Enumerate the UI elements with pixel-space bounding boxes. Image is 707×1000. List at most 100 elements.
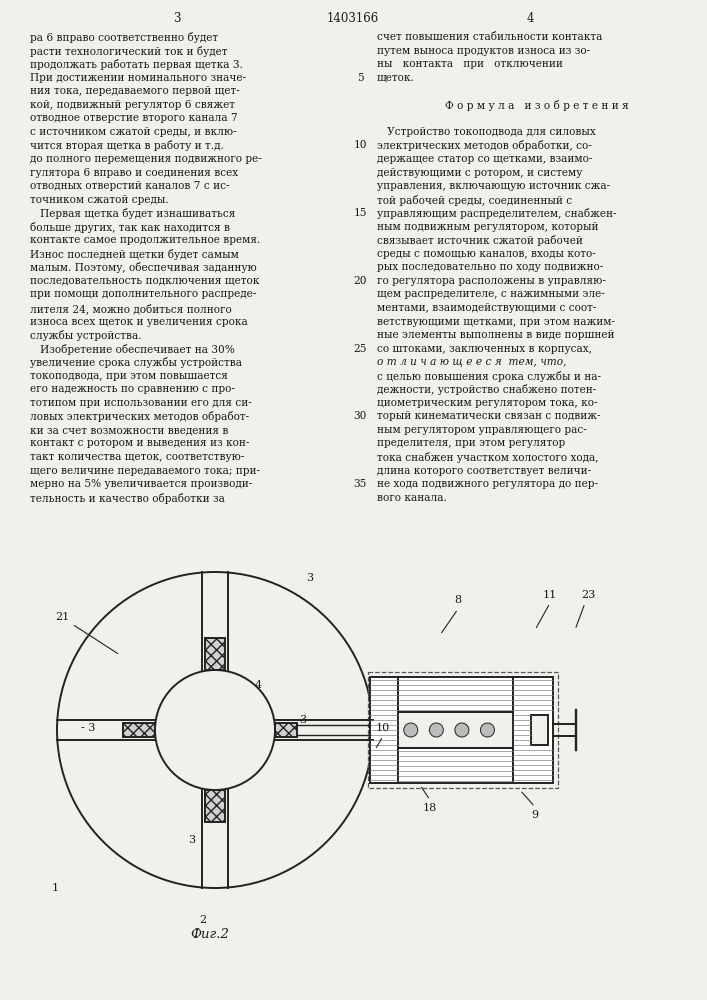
Text: 10: 10	[354, 140, 367, 150]
Text: Износ последней щетки будет самым: Износ последней щетки будет самым	[30, 249, 239, 260]
Bar	[513, 677, 553, 783]
Text: 11: 11	[543, 590, 557, 600]
Text: 35: 35	[354, 479, 367, 489]
Bar	[205, 790, 225, 822]
Text: его надежность по сравнению с про-: его надежность по сравнению с про-	[30, 384, 235, 394]
Text: го регулятора расположены в управляю-: го регулятора расположены в управляю-	[377, 276, 606, 286]
Text: 23: 23	[581, 590, 595, 600]
Text: среды с помощью каналов, входы кото-: среды с помощью каналов, входы кото-	[377, 249, 596, 259]
Text: щего величине передаваемого тока; при-: щего величине передаваемого тока; при-	[30, 466, 260, 476]
Text: контакт с ротором и выведения из кон-: контакт с ротором и выведения из кон-	[30, 438, 250, 448]
Text: контакте самое продолжительное время.: контакте самое продолжительное время.	[30, 235, 260, 245]
Text: расти технологический ток и будет: расти технологический ток и будет	[30, 46, 228, 57]
Text: службы устройства.: службы устройства.	[30, 330, 141, 341]
Text: длина которого соответствует величи-: длина которого соответствует величи-	[377, 466, 591, 476]
Text: ментами, взаимодействующими с соот-: ментами, взаимодействующими с соот-	[377, 303, 597, 313]
Text: 1403166: 1403166	[327, 12, 379, 25]
Text: с источником сжатой среды, и вклю-: с источником сжатой среды, и вклю-	[30, 127, 237, 137]
Text: мерно на 5% увеличивается производи-: мерно на 5% увеличивается производи-	[30, 479, 252, 489]
Text: тока снабжен участком холостого хода,: тока снабжен участком холостого хода,	[377, 452, 599, 463]
Text: циометрическим регулятором тока, ко-: циометрическим регулятором тока, ко-	[377, 398, 597, 408]
Text: больше других, так как находится в: больше других, так как находится в	[30, 222, 230, 233]
Text: Ф о р м у л а   и з о б р е т е н и я: Ф о р м у л а и з о б р е т е н и я	[445, 100, 629, 111]
Text: износа всех щеток и увеличения срока: износа всех щеток и увеличения срока	[30, 317, 247, 327]
Text: Устройство токоподвода для силовых: Устройство токоподвода для силовых	[377, 127, 596, 137]
Text: с целью повышения срока службы и на-: с целью повышения срока службы и на-	[377, 371, 601, 382]
Circle shape	[455, 723, 469, 737]
Text: той рабочей среды, соединенный с: той рабочей среды, соединенный с	[377, 195, 572, 206]
Text: рых последовательно по ходу подвижно-: рых последовательно по ходу подвижно-	[377, 262, 603, 272]
Text: 1: 1	[52, 883, 59, 893]
Text: 2: 2	[199, 915, 206, 925]
Text: торый кинематически связан с подвиж-: торый кинематически связан с подвиж-	[377, 411, 600, 421]
Bar	[205, 638, 225, 670]
Text: 30: 30	[354, 411, 367, 421]
Bar	[123, 723, 155, 737]
Text: ным подвижным регулятором, который: ным подвижным регулятором, который	[377, 222, 599, 232]
Text: ные элементы выполнены в виде поршней: ные элементы выполнены в виде поршней	[377, 330, 614, 340]
Text: 4: 4	[255, 680, 262, 690]
Text: последовательность подключения щеток: последовательность подключения щеток	[30, 276, 259, 286]
Text: 21: 21	[55, 612, 69, 622]
Circle shape	[429, 723, 443, 737]
Text: щем распределителе, с нажимными эле-: щем распределителе, с нажимными эле-	[377, 289, 604, 299]
Bar	[368, 672, 558, 788]
Text: При достижении номинального значе-: При достижении номинального значе-	[30, 73, 246, 83]
Text: токоподвода, при этом повышается: токоподвода, при этом повышается	[30, 371, 228, 381]
Text: лителя 24, можно добиться полного: лителя 24, можно добиться полного	[30, 303, 232, 314]
Text: при помощи дополнительного распреде-: при помощи дополнительного распреде-	[30, 289, 256, 299]
Text: счет повышения стабильности контакта: счет повышения стабильности контакта	[377, 32, 602, 42]
Text: не хода подвижного регулятора до пер-: не хода подвижного регулятора до пер-	[377, 479, 598, 489]
Text: чится вторая щетка в работу и т.д.: чится вторая щетка в работу и т.д.	[30, 140, 224, 151]
Text: тотипом при использовании его для си-: тотипом при использовании его для си-	[30, 398, 252, 408]
Text: о т л и ч а ю щ е е с я  тем, что,: о т л и ч а ю щ е е с я тем, что,	[377, 357, 566, 367]
Text: 8: 8	[455, 595, 462, 605]
Text: продолжать работать первая щетка 3.: продолжать работать первая щетка 3.	[30, 59, 243, 70]
Text: держащее статор со щетками, взаимо-: держащее статор со щетками, взаимо-	[377, 154, 592, 164]
Text: 3: 3	[189, 835, 196, 845]
Text: вого канала.: вого канала.	[377, 493, 447, 503]
Text: 3: 3	[173, 12, 181, 25]
Bar	[398, 677, 513, 712]
Text: пределителя, при этом регулятор: пределителя, при этом регулятор	[377, 438, 566, 448]
Text: Изобретение обеспечивает на 30%: Изобретение обеспечивает на 30%	[30, 344, 235, 355]
Text: ния тока, передаваемого первой щет-: ния тока, передаваемого первой щет-	[30, 86, 240, 96]
Text: ловых электрических методов обработ-: ловых электрических методов обработ-	[30, 411, 249, 422]
Text: до полного перемещения подвижного ре-: до полного перемещения подвижного ре-	[30, 154, 262, 164]
Text: Фиг.2: Фиг.2	[191, 928, 230, 941]
Text: действующими с ротором, и систему: действующими с ротором, и систему	[377, 167, 583, 178]
Text: электрических методов обработки, со-: электрических методов обработки, со-	[377, 140, 592, 151]
Text: отводное отверстие второго канала 7: отводное отверстие второго канала 7	[30, 113, 238, 123]
Text: 5: 5	[357, 73, 363, 83]
Circle shape	[481, 723, 494, 737]
Text: ным регулятором управляющего рас-: ным регулятором управляющего рас-	[377, 425, 587, 435]
Bar	[531, 715, 548, 745]
Text: дежности, устройство снабжено потен-: дежности, устройство снабжено потен-	[377, 384, 596, 395]
Text: ветствующими щетками, при этом нажим-: ветствующими щетками, при этом нажим-	[377, 317, 615, 327]
Text: управления, включающую источник сжа-: управления, включающую источник сжа-	[377, 181, 610, 191]
Text: 25: 25	[354, 344, 367, 354]
Text: связывает источник сжатой рабочей: связывает источник сжатой рабочей	[377, 235, 583, 246]
Circle shape	[404, 723, 418, 737]
Text: 4: 4	[526, 12, 534, 25]
Text: малым. Поэтому, обеспечивая заданную: малым. Поэтому, обеспечивая заданную	[30, 262, 257, 273]
Text: 10: 10	[376, 723, 390, 733]
Bar	[275, 723, 297, 737]
Text: отводных отверстий каналов 7 с ис-: отводных отверстий каналов 7 с ис-	[30, 181, 230, 191]
Bar	[370, 677, 398, 783]
Text: ра 6 вправо соответственно будет: ра 6 вправо соответственно будет	[30, 32, 218, 43]
Text: 3: 3	[300, 715, 307, 725]
Text: тельность и качество обработки за: тельность и качество обработки за	[30, 493, 225, 504]
Text: точником сжатой среды.: точником сжатой среды.	[30, 195, 169, 205]
Text: 3: 3	[306, 573, 314, 583]
Text: - 3: - 3	[81, 723, 95, 733]
Text: ки за счет возможности введения в: ки за счет возможности введения в	[30, 425, 228, 435]
Text: Первая щетка будет изнашиваться: Первая щетка будет изнашиваться	[30, 208, 235, 219]
Text: такт количества щеток, соответствую-: такт количества щеток, соответствую-	[30, 452, 245, 462]
Text: ны   контакта   при   отключении: ны контакта при отключении	[377, 59, 563, 69]
Text: увеличение срока службы устройства: увеличение срока службы устройства	[30, 357, 242, 368]
Text: путем выноса продуктов износа из зо-: путем выноса продуктов износа из зо-	[377, 46, 590, 56]
Text: щеток.: щеток.	[377, 73, 415, 83]
Text: 9: 9	[532, 810, 539, 820]
Text: гулятора 6 вправо и соединения всех: гулятора 6 вправо и соединения всех	[30, 167, 238, 178]
